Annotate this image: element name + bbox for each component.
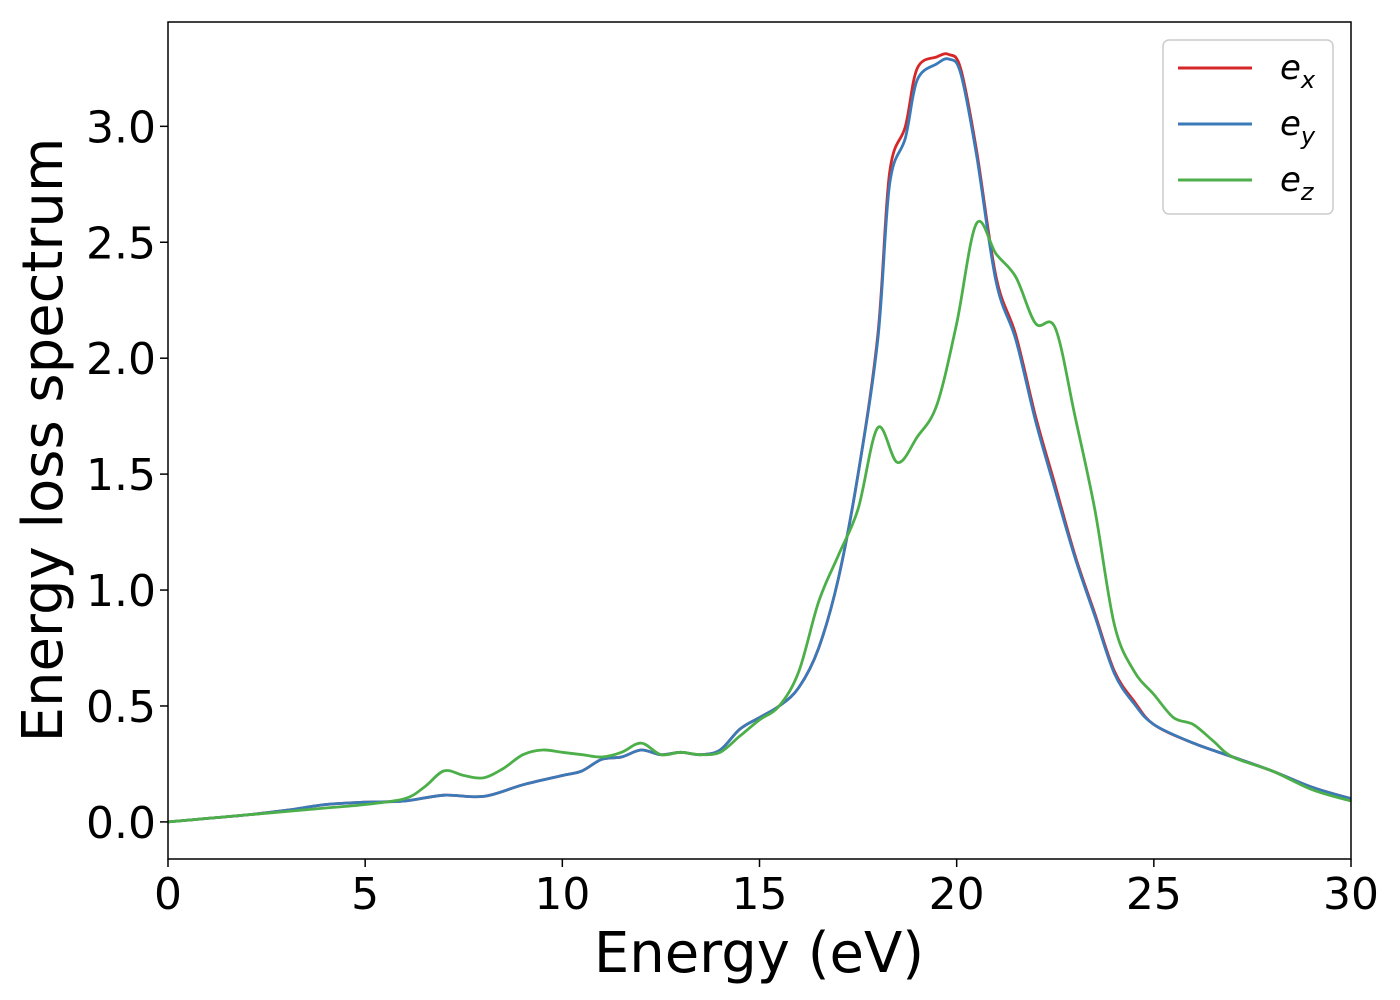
x-tick-label: 15 — [732, 869, 788, 920]
x-tick-label: 30 — [1323, 869, 1379, 920]
y-tick-label: 2.0 — [86, 334, 156, 385]
y-tick-label: 1.0 — [86, 566, 156, 617]
y-tick-label: 0.0 — [86, 798, 156, 849]
x-tick-label: 10 — [534, 869, 590, 920]
y-tick-label: 1.5 — [86, 450, 156, 501]
x-tick-label: 20 — [929, 869, 985, 920]
y-tick-label: 0.5 — [86, 682, 156, 733]
y-tick-label: 3.0 — [86, 102, 156, 153]
x-axis: 0 5 10 15 20 25 30 — [154, 859, 1379, 920]
y-tick-label: 2.5 — [86, 218, 156, 269]
y-axis-label: Energy loss spectrum — [11, 138, 76, 743]
x-axis-label: Energy (eV) — [594, 921, 924, 986]
y-axis: 0.0 0.5 1.0 1.5 2.0 2.5 3.0 — [86, 102, 168, 849]
x-tick-label: 0 — [154, 869, 182, 920]
x-tick-label: 5 — [351, 869, 379, 920]
x-tick-label: 25 — [1126, 869, 1182, 920]
legend-box — [1162, 39, 1334, 215]
series-line-z — [167, 219, 1352, 824]
series-layer — [167, 52, 1352, 824]
